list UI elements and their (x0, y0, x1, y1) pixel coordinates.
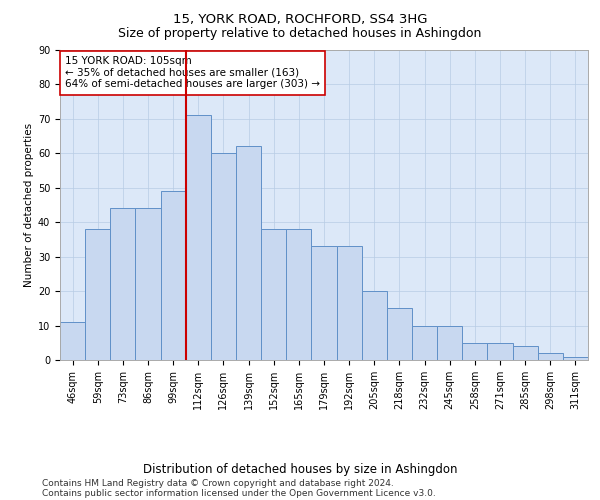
Text: Size of property relative to detached houses in Ashingdon: Size of property relative to detached ho… (118, 28, 482, 40)
Bar (85, 229, 110, 360)
Text: 15, YORK ROAD, ROCHFORD, SS4 3HG: 15, YORK ROAD, ROCHFORD, SS4 3HG (173, 12, 427, 26)
Bar (437, 326, 462, 360)
Bar (412, 326, 437, 360)
Y-axis label: Number of detached properties: Number of detached properties (24, 123, 34, 287)
Bar (538, 353, 563, 360)
Bar (512, 346, 538, 360)
Bar (60, 322, 85, 360)
Text: Distribution of detached houses by size in Ashingdon: Distribution of detached houses by size … (143, 462, 457, 475)
Bar (387, 308, 412, 360)
Bar (211, 154, 236, 360)
Bar (286, 229, 311, 360)
Bar (161, 191, 186, 360)
Bar (136, 208, 161, 360)
Bar (186, 116, 211, 360)
Text: 15 YORK ROAD: 105sqm
← 35% of detached houses are smaller (163)
64% of semi-deta: 15 YORK ROAD: 105sqm ← 35% of detached h… (65, 56, 320, 90)
Bar (110, 208, 136, 360)
Bar (337, 246, 362, 360)
Text: Contains HM Land Registry data © Crown copyright and database right 2024.: Contains HM Land Registry data © Crown c… (42, 479, 394, 488)
Bar (362, 291, 387, 360)
Bar (487, 343, 512, 360)
Bar (311, 246, 337, 360)
Bar (236, 146, 261, 360)
Bar (261, 229, 286, 360)
Bar (563, 356, 588, 360)
Bar (462, 343, 487, 360)
Text: Contains public sector information licensed under the Open Government Licence v3: Contains public sector information licen… (42, 489, 436, 498)
